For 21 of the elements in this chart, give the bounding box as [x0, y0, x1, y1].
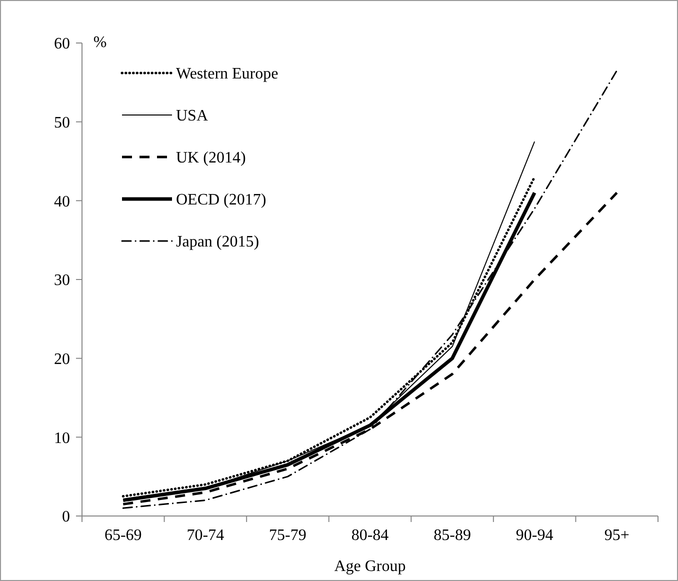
x-tick-label: 90-94: [516, 527, 554, 544]
legend-label: OECD (2017): [176, 192, 266, 209]
y-tick-label: 20: [54, 350, 70, 368]
legend-label: Western Europe: [176, 66, 278, 83]
x-tick-label: 70-74: [186, 527, 224, 544]
y-tick-label: 40: [54, 193, 70, 210]
legend-label: USA: [176, 108, 208, 125]
x-tick-label: 85-89: [434, 527, 471, 544]
legend-label: UK (2014): [176, 150, 246, 167]
x-tick-label: 80-84: [351, 527, 389, 544]
y-tick-label: 60: [54, 36, 70, 53]
y-tick-label: 30: [54, 272, 70, 290]
x-tick-label: 75-79: [269, 527, 306, 544]
y-tick-label: 50: [54, 114, 70, 132]
x-tick-label: 65-69: [104, 527, 142, 544]
y-tick-label: 0: [62, 508, 70, 526]
x-tick-label: 95+: [604, 527, 630, 544]
y-axis-title: %: [93, 34, 107, 51]
legend-label: Japan (2015): [176, 234, 260, 251]
y-tick-label: 10: [54, 430, 70, 447]
x-axis-title: Age Group: [334, 558, 406, 575]
